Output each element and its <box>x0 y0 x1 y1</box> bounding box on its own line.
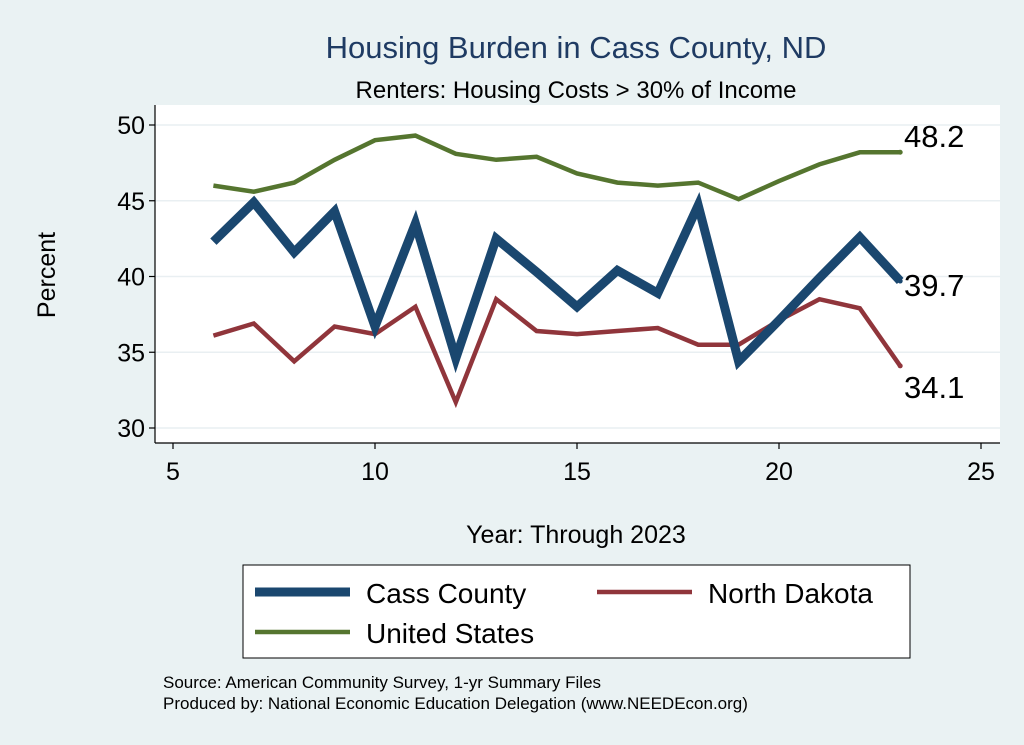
end-marker-north-dakota <box>897 363 903 369</box>
source-note: Source: American Community Survey, 1-yr … <box>163 673 601 692</box>
end-label-north-dakota: 34.1 <box>904 370 964 405</box>
legend-label-united-states: United States <box>366 618 534 649</box>
legend: Cass County North Dakota United States <box>242 564 911 659</box>
series-lines <box>210 133 904 409</box>
legend-box <box>242 564 911 659</box>
x-tick-label-25: 25 <box>967 458 995 486</box>
y-tick-label-45: 45 <box>117 188 145 216</box>
plot-area <box>155 105 1000 443</box>
chart-title: Housing Burden in Cass County, ND <box>326 30 827 65</box>
series-line-cass-county <box>210 191 904 374</box>
y-tick-label-50: 50 <box>117 112 145 140</box>
x-axis-label: Year: Through 2023 <box>466 521 686 549</box>
series-line-united-states <box>213 133 901 202</box>
legend-label-north-dakota: North Dakota <box>708 578 873 609</box>
x-tick-label-10: 10 <box>361 458 389 486</box>
producer-note: Produced by: National Economic Education… <box>163 694 748 713</box>
gridlines <box>155 124 1000 429</box>
chart-subtitle: Renters: Housing Costs > 30% of Income <box>356 77 797 104</box>
x-tick-label-5: 5 <box>166 458 180 486</box>
x-tick-label-15: 15 <box>563 458 591 486</box>
end-label-united-states: 48.2 <box>904 119 964 154</box>
x-tick-label-20: 20 <box>765 458 793 486</box>
axes: 30 35 40 45 50 5 10 15 20 25 <box>117 105 1000 486</box>
y-tick-label-30: 30 <box>117 415 145 443</box>
y-axis-label: Percent <box>33 232 61 318</box>
y-tick-label-35: 35 <box>117 339 145 367</box>
y-tick-label-40: 40 <box>117 264 145 292</box>
end-marker-united-states <box>897 149 903 155</box>
legend-label-cass-county: Cass County <box>366 578 526 609</box>
end-label-cass-county: 39.7 <box>904 268 964 303</box>
end-marker-cass-county <box>897 278 903 284</box>
